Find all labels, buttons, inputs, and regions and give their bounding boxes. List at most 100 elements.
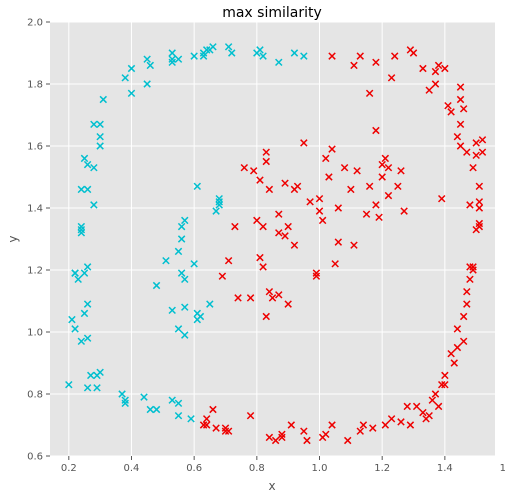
data-point-series-0 [206,300,214,308]
data-point-series-0 [146,405,155,414]
data-point-series-0 [96,368,104,377]
data-point-series-1 [384,191,393,200]
data-point-series-1 [281,179,289,187]
data-point-series-1 [463,148,471,156]
data-point-series-1 [218,272,227,280]
data-point-series-1 [387,74,396,82]
data-point-series-1 [300,139,308,147]
data-point-series-0 [96,132,104,141]
y-tick-label: 2.0 [27,18,43,29]
data-point-series-0 [65,380,73,389]
data-point-series-0 [127,64,136,73]
data-point-series-0 [80,269,89,277]
data-point-series-1 [478,136,487,144]
data-point-series-1 [284,300,292,308]
data-point-series-0 [96,120,104,129]
data-point-series-1 [469,263,477,271]
data-point-series-1 [328,421,336,429]
data-point-series-0 [90,163,98,172]
data-point-series-1 [322,430,330,439]
data-point-series-1 [253,216,261,225]
data-point-series-0 [300,52,308,60]
x-tick-label: 1.2 [374,463,390,474]
data-point-series-1 [431,67,440,76]
data-point-series-0 [121,396,129,404]
data-point-series-0 [212,207,220,215]
data-point-series-1 [353,167,361,175]
x-tick-label: 1.0 [312,463,328,474]
data-point-series-1 [425,86,433,94]
data-point-series-1 [453,325,462,333]
data-point-series-1 [221,424,230,432]
data-point-series-0 [77,225,86,234]
data-point-series-1 [475,198,484,206]
data-point-series-1 [262,148,270,156]
data-point-series-0 [152,405,161,414]
data-point-series-1 [212,424,220,432]
data-point-series-1 [231,222,239,231]
data-point-series-0 [168,58,176,67]
y-tick-label: 1.8 [27,80,43,91]
data-point-series-1 [318,216,327,225]
data-point-series-0 [290,49,299,57]
data-point-series-0 [80,309,89,318]
data-point-series-0 [140,393,148,401]
y-tick-label: 0.8 [27,390,43,401]
data-point-series-0 [77,222,86,231]
data-point-series-1 [209,405,217,414]
data-point-series-1 [431,80,440,88]
data-point-series-1 [271,436,280,445]
data-point-series-1 [466,275,474,284]
data-point-series-1 [437,194,446,203]
data-point-series-0 [143,55,151,63]
data-point-series-1 [350,241,358,249]
data-point-series-0 [99,95,108,104]
chart-title: max similarity [222,5,322,21]
data-point-series-1 [265,287,274,296]
data-point-series-1 [394,182,402,191]
data-point-series-0 [190,260,198,268]
data-point-series-1 [472,151,480,160]
data-point-series-0 [174,411,183,420]
x-tick-label: 0.2 [61,463,77,474]
plot-area [50,22,495,456]
data-point-series-1 [453,343,462,352]
data-point-series-0 [90,201,98,209]
data-point-series-0 [168,49,176,57]
data-point-series-0 [87,371,95,380]
data-point-series-0 [209,43,217,51]
data-point-series-0 [121,399,129,408]
data-point-series-1 [459,312,468,321]
data-point-series-1 [390,52,399,60]
data-point-series-0 [127,89,136,98]
data-point-series-1 [328,52,336,60]
data-point-series-1 [350,61,358,70]
data-point-series-1 [246,411,255,420]
data-point-series-0 [121,74,129,82]
data-point-series-1 [328,145,336,153]
data-point-series-1 [475,182,484,191]
data-point-series-1 [428,396,437,404]
data-point-series-1 [303,436,311,445]
data-point-series-1 [456,142,465,150]
data-point-series-0 [152,281,161,290]
data-point-series-1 [425,411,433,420]
data-point-series-1 [356,52,364,60]
data-point-series-0 [199,52,208,60]
data-point-series-1 [459,337,468,346]
data-point-series-1 [469,163,477,172]
data-point-series-1 [384,163,393,172]
data-point-series-1 [265,433,274,442]
data-point-series-0 [187,415,195,423]
x-tick-label: 1.4 [437,463,453,474]
data-point-series-1 [340,163,349,172]
data-point-series-1 [322,154,330,163]
data-point-series-1 [441,64,449,73]
data-point-series-1 [434,402,443,411]
data-point-series-1 [278,430,286,439]
data-point-series-1 [284,222,292,231]
data-point-series-1 [456,83,465,91]
data-point-series-1 [475,222,484,231]
